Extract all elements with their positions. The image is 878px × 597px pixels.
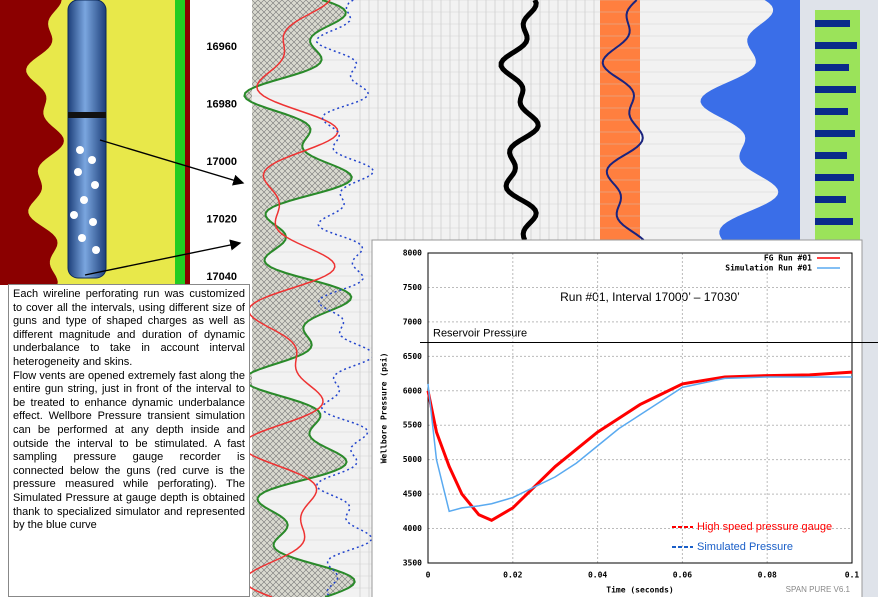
chart-title: Run #01, Interval 17000’ – 17030’ — [560, 290, 740, 304]
log-curve — [315, 0, 375, 597]
y-tick-label: 7500 — [403, 283, 422, 292]
log-block — [815, 196, 846, 203]
log-block — [815, 174, 854, 181]
gun-port — [78, 234, 86, 242]
log-block — [815, 64, 849, 71]
gun-port — [74, 168, 82, 176]
gun-collar — [68, 112, 106, 118]
y-tick-label: 3500 — [403, 559, 422, 568]
depth-label: 17020 — [206, 213, 237, 225]
depth-label: 17040 — [206, 271, 237, 283]
log-block — [815, 108, 848, 115]
y-axis-label: Wellbore Pressure (psi) — [379, 353, 389, 464]
log-curve — [243, 0, 356, 597]
x-tick-label: 0 — [426, 571, 431, 580]
legend-label: Simulation Run #01 — [725, 263, 812, 273]
paragraph: Flow vents are opened extremely fast alo… — [13, 369, 245, 532]
gun-port — [70, 211, 78, 219]
log-block — [815, 130, 855, 137]
y-tick-label: 4500 — [403, 490, 422, 499]
annotation: High speed pressure gauge — [697, 521, 832, 533]
depth-track — [190, 0, 252, 285]
log-block — [815, 152, 847, 159]
annotation: Simulated Pressure — [697, 541, 793, 553]
log-curve — [498, 0, 541, 241]
depth-label: 16960 — [206, 41, 237, 53]
paragraph: Each wireline perforating run was custom… — [13, 288, 245, 368]
log-block — [815, 218, 853, 225]
arrow — [84, 239, 242, 276]
depth-label: 17000 — [206, 156, 237, 168]
y-tick-label: 5500 — [403, 421, 422, 430]
gun-body — [67, 0, 107, 279]
gun-port — [89, 218, 97, 226]
footer-note: SPAN PURE V6.1 — [786, 585, 851, 594]
arrow — [99, 139, 245, 186]
y-tick-label: 8000 — [403, 249, 422, 258]
log-block — [815, 42, 857, 49]
x-axis-label: Time (seconds) — [606, 585, 673, 595]
x-tick-label: 0.02 — [503, 571, 522, 580]
log-fill — [700, 0, 800, 240]
x-tick-label: 0.1 — [845, 571, 860, 580]
reference-label: Reservoir Pressure — [433, 327, 527, 339]
log-curve — [601, 0, 645, 241]
description: Each wireline perforating run was custom… — [8, 284, 250, 597]
depth-labels: 16960 16980 17000 17020 17040 — [206, 41, 237, 283]
x-tick-label: 0.04 — [588, 571, 607, 580]
y-tick-label: 5000 — [403, 455, 422, 464]
log-block — [815, 20, 850, 27]
y-tick-label: 4000 — [403, 524, 422, 533]
legend-label: FG Run #01 — [764, 254, 812, 263]
gun-port — [80, 196, 88, 204]
gun-port — [76, 146, 84, 154]
plot-frame — [427, 252, 853, 564]
gun-port — [88, 156, 96, 164]
gun-port — [91, 181, 99, 189]
x-tick-label: 0.08 — [758, 571, 777, 580]
y-tick-label: 7000 — [403, 317, 422, 326]
y-tick-label: 6500 — [403, 352, 422, 361]
series-line — [427, 376, 852, 513]
x-tick-label: 0.06 — [673, 571, 692, 580]
depth-label: 16980 — [206, 98, 237, 110]
perforating-gun — [67, 0, 245, 279]
log-track — [175, 0, 185, 285]
y-tick-label: 6000 — [403, 386, 422, 395]
gun-port — [92, 246, 100, 254]
log-fill — [244, 0, 355, 597]
series-line — [426, 370, 853, 522]
log-block — [815, 86, 856, 93]
log-curve — [241, 0, 339, 597]
